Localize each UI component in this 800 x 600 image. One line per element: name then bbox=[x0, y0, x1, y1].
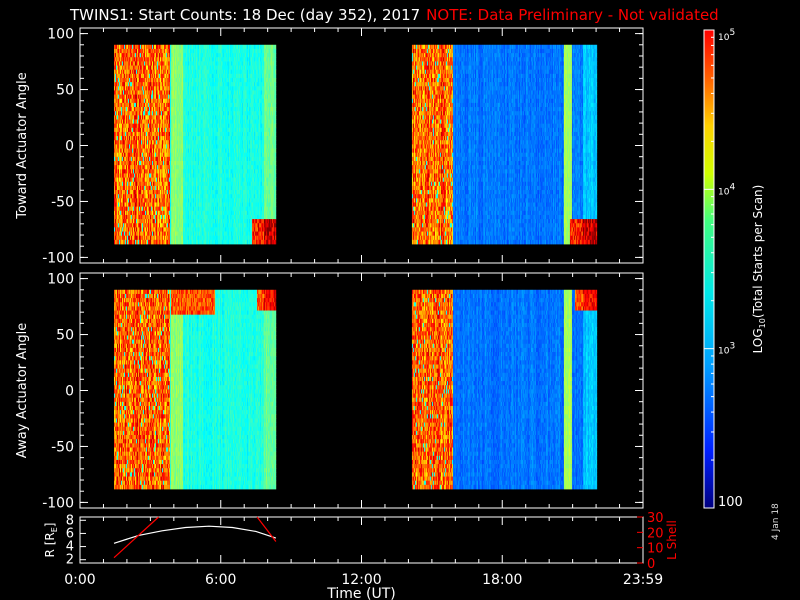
toward-panel: 100500-50-100Toward Actuator Angle bbox=[15, 27, 643, 267]
